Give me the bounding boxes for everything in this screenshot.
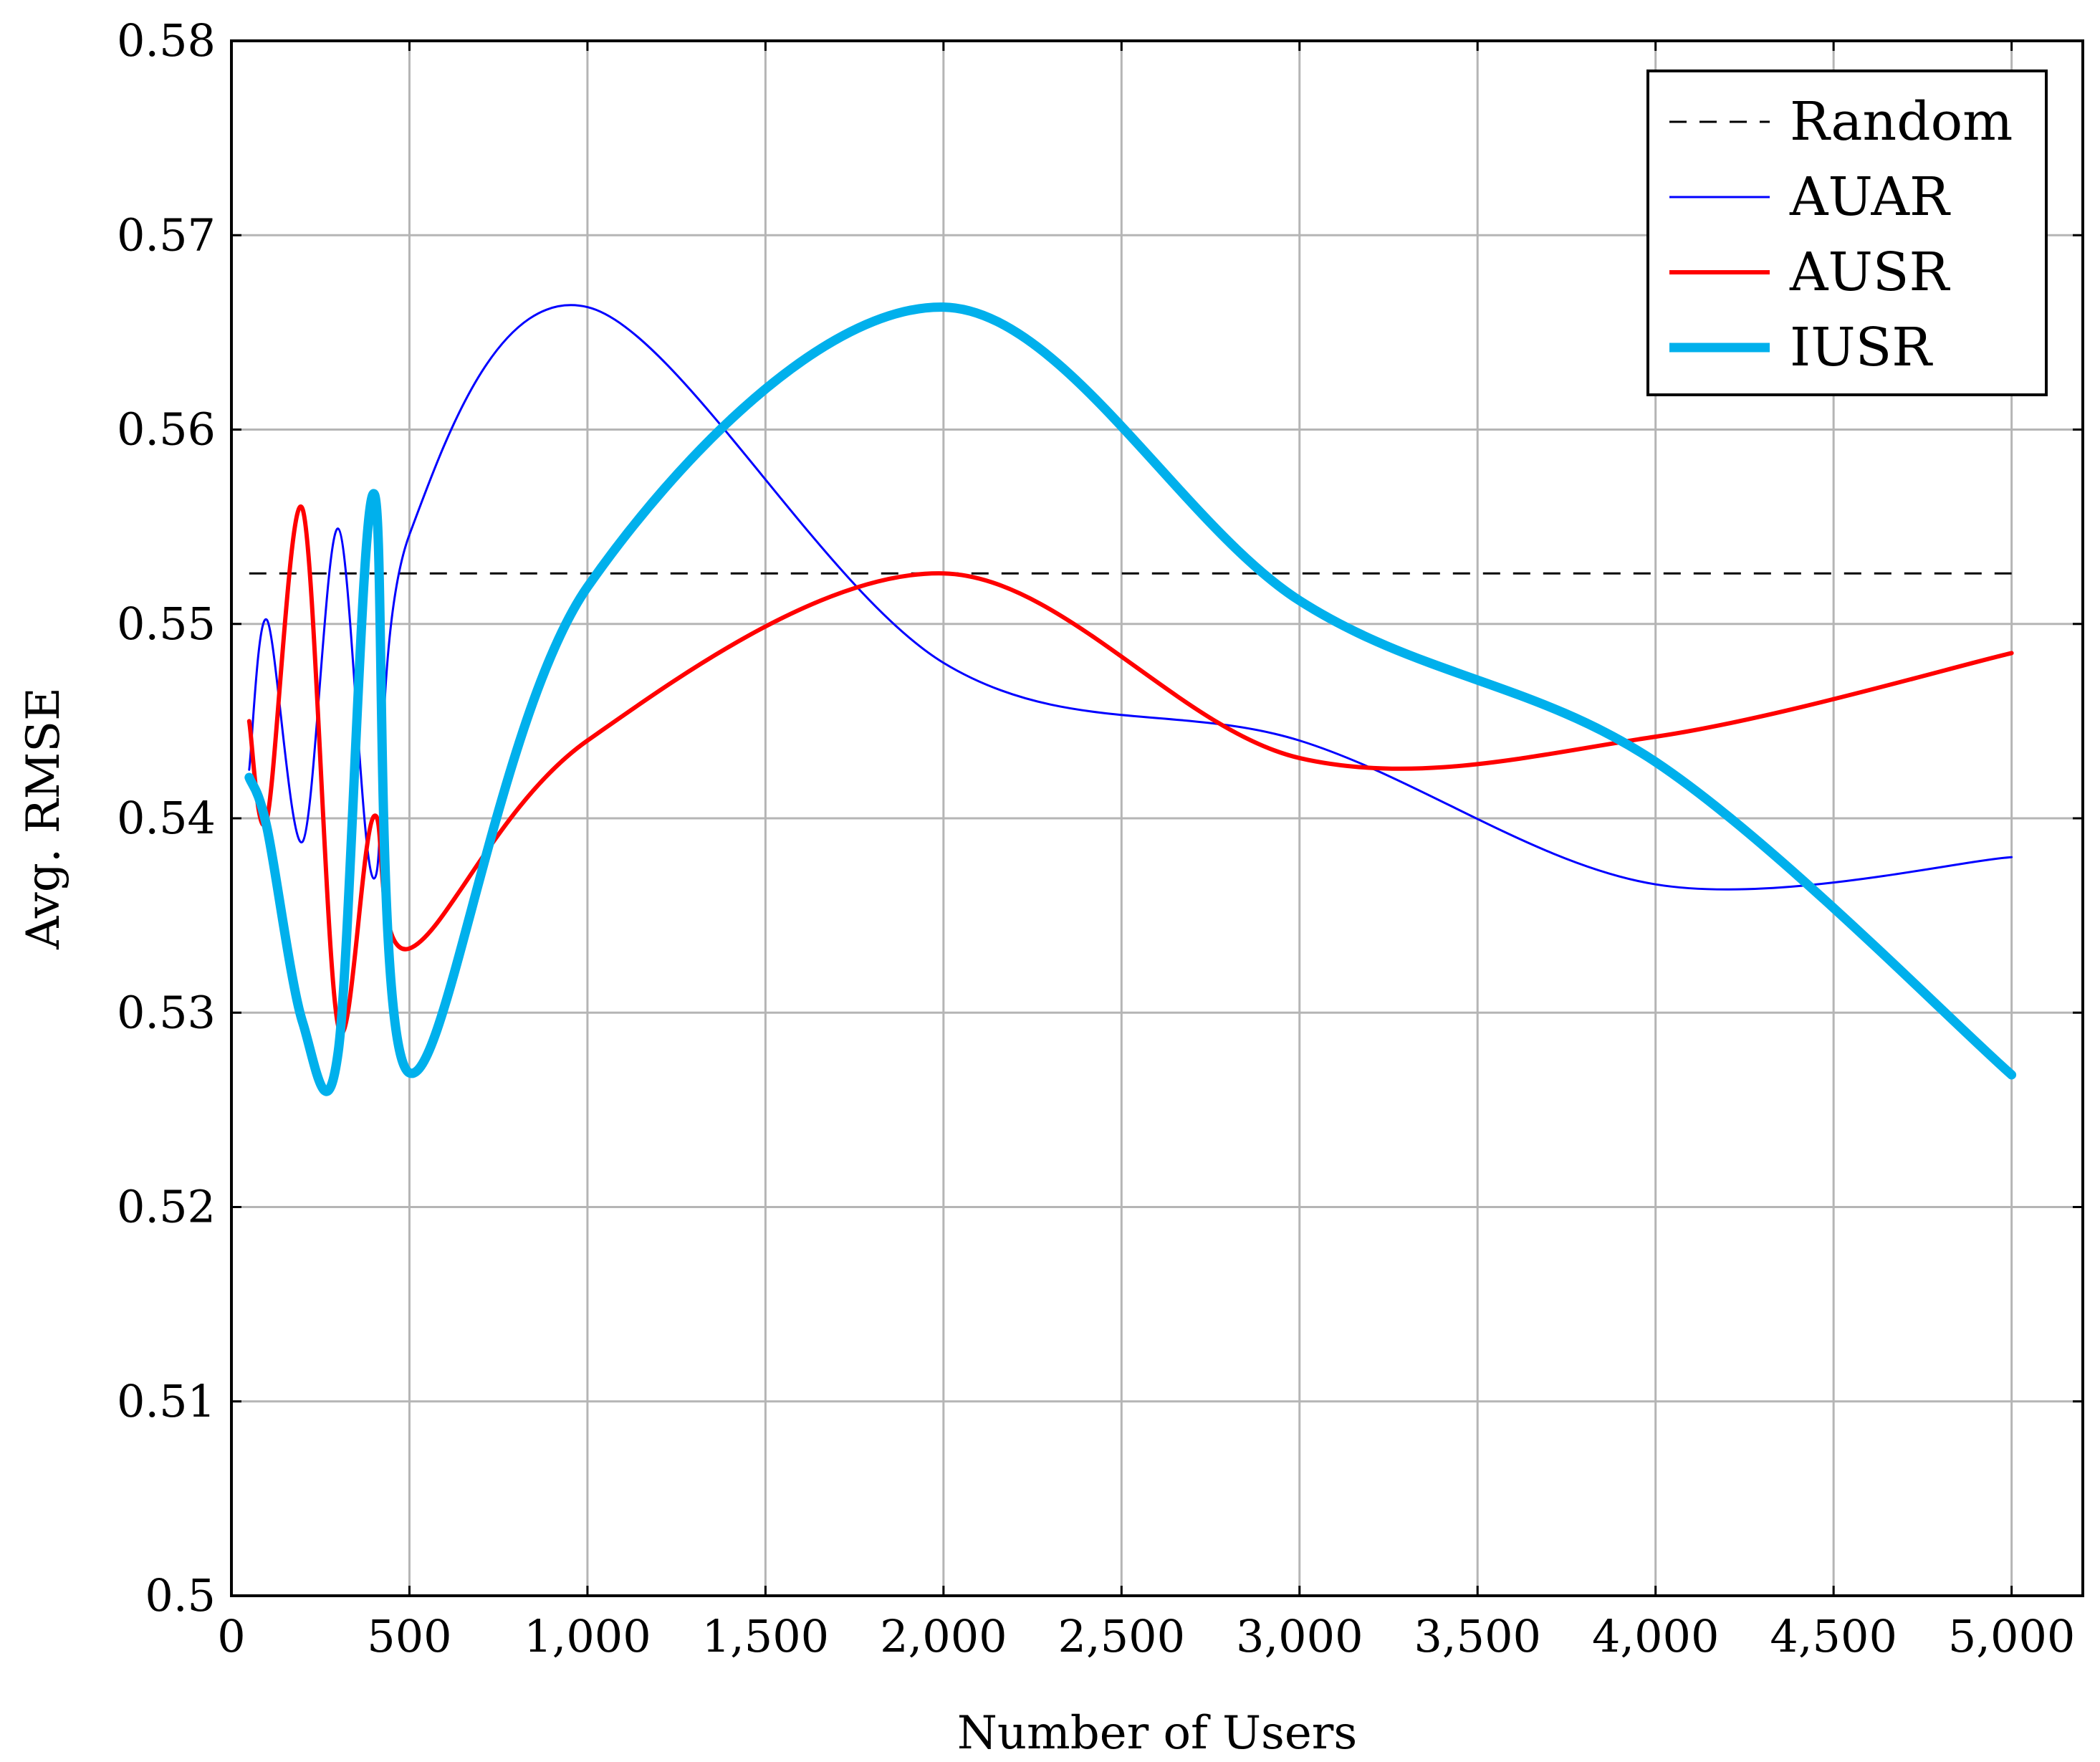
x-tick-label: 500 — [367, 1610, 451, 1662]
y-axis: 0.5 0.51 0.52 0.53 0.54 0.55 0.56 0.57 0.58 — [117, 14, 2083, 1622]
y-tick-label: 0.56 — [117, 403, 216, 456]
legend: Random AUAR AUSR IUSR — [1646, 70, 2048, 396]
y-tick-label: 0.53 — [117, 986, 216, 1038]
x-tick-label: 2,500 — [1058, 1610, 1186, 1662]
legend-label-ausr: AUSR — [1789, 241, 1951, 303]
x-axis-title: Number of Users — [957, 1707, 1357, 1760]
x-tick-label: 1,500 — [702, 1610, 830, 1662]
y-tick-label: 0.52 — [117, 1181, 216, 1233]
y-tick-label: 0.51 — [117, 1375, 216, 1427]
series-line-iusr — [244, 302, 2017, 1096]
legend-box — [1646, 70, 2048, 396]
x-tick-label: 4,000 — [1592, 1610, 1720, 1662]
x-tick-label: 2,000 — [880, 1610, 1007, 1662]
y-tick-label: 0.57 — [117, 209, 216, 261]
series-line-ausr — [246, 504, 2014, 1035]
x-axis: 0 500 1,000 1,500 2,000 2,500 3,000 3,500 4,000 4… — [217, 41, 2075, 1662]
y-tick-label: 0.55 — [117, 598, 216, 650]
legend-label-auar: AUAR — [1789, 166, 1951, 228]
y-tick-label: 0.58 — [117, 14, 216, 67]
x-tick-label: 1,000 — [524, 1610, 651, 1662]
x-tick-label: 0 — [217, 1610, 245, 1662]
series-layer — [244, 302, 2017, 1096]
y-axis-title: Avg. RMSE — [17, 687, 70, 950]
x-tick-label: 4,500 — [1770, 1610, 1897, 1662]
x-tick-label: 5,000 — [1948, 1610, 2076, 1662]
series-line-auar — [248, 304, 2013, 891]
x-tick-label: 3,000 — [1236, 1610, 1363, 1662]
legend-label-random: Random — [1790, 91, 2013, 153]
y-tick-label: 0.54 — [117, 792, 216, 844]
legend-label-iusr: IUSR — [1790, 317, 1933, 378]
x-tick-label: 3,500 — [1414, 1610, 1541, 1662]
y-tick-label: 0.5 — [145, 1569, 216, 1622]
